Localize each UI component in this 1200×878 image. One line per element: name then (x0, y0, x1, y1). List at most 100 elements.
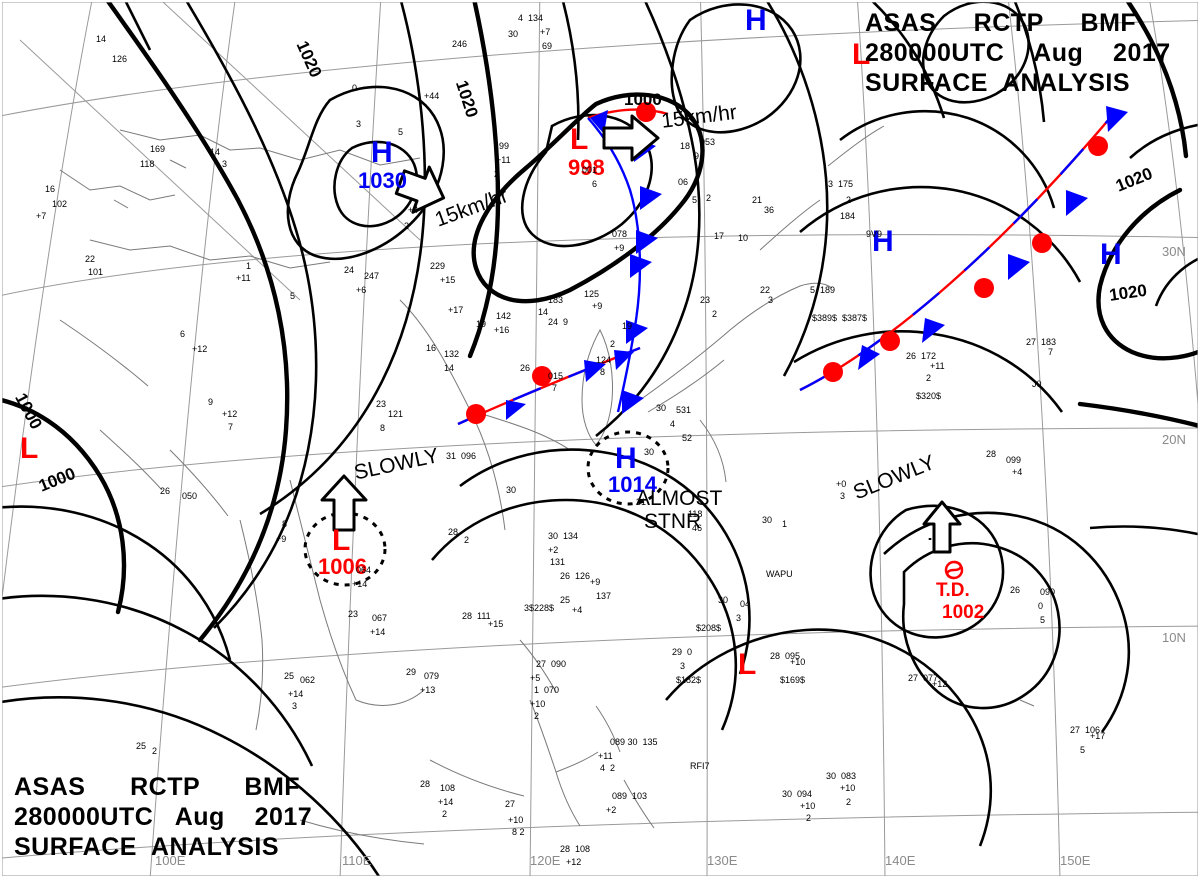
station-observation: 090 (1040, 587, 1056, 597)
station-observation: 7 (228, 422, 234, 432)
station-observation: 125 (584, 289, 600, 299)
station-observation: +15 (488, 619, 504, 629)
station-observation: +15 (440, 275, 456, 285)
station-observation: 3 (292, 701, 298, 711)
station-observation: 102 (52, 199, 68, 209)
low-998-symbol: L (570, 123, 589, 156)
header-title-block: ASAS RCTP BMF 280000UTC Aug 2017 SURFACE… (865, 8, 1171, 98)
high-1030-symbol: H (371, 136, 393, 169)
station-observation: 137 (596, 591, 612, 601)
station-observation: 067 (372, 613, 388, 623)
station-observation: 2 (464, 535, 470, 545)
high-1030-value: 1030 (358, 168, 407, 193)
high-1014-motion-line1: ALMOST (636, 487, 723, 510)
station-observation: +11 (236, 273, 251, 283)
station-observation: 30 094 (782, 789, 813, 799)
station-observation: +9 (614, 243, 625, 253)
station-observation: 8 (600, 367, 606, 377)
station-observation: 28 (448, 527, 459, 537)
station-observation: 2 (846, 195, 852, 205)
station-observation: 078 (612, 229, 628, 239)
cold-front-barbs (858, 106, 1128, 370)
station-observation: 30 (506, 485, 517, 495)
station-observation: 2 (806, 813, 812, 823)
station-observation: 30 (508, 29, 519, 39)
station-observation: 14 (538, 307, 549, 317)
station-observation: 30 (656, 403, 667, 413)
station-observation: 1 070 (534, 685, 560, 695)
station-observation: 2 (846, 797, 852, 807)
station-observation: 9 (694, 151, 700, 161)
footer-title-block: ASAS RCTP BMF 280000UTC Aug 2017 SURFACE… (14, 772, 312, 862)
station-observation: 2 (610, 339, 616, 349)
station-observation: 22 (85, 254, 96, 264)
station-observation: +17 (1090, 731, 1106, 741)
station-observation: 050 (182, 491, 198, 501)
station-observation: 099 (1006, 455, 1022, 465)
station-observation: 089 103 (612, 791, 648, 801)
station-observation: +7 (36, 211, 47, 221)
station-observation: 121 (388, 409, 404, 419)
station-observation: 2 (442, 809, 448, 819)
station-observation: +14 (438, 797, 454, 807)
station-observation: 8 2 (512, 827, 525, 837)
station-observation: 24 (344, 265, 355, 275)
station-observation: 7 (1048, 347, 1054, 357)
station-observation: 7 (552, 383, 558, 393)
station-observation: 2 (494, 169, 500, 179)
station-observation: 21 (752, 195, 763, 205)
station-observation: 9 (208, 397, 214, 407)
station-observation: 3 175 (828, 179, 854, 189)
station-observation: 28 108 (560, 844, 591, 854)
station-observation: 30 083 (826, 771, 857, 781)
station-observation: 14 (96, 34, 107, 44)
station-observation: 19 (622, 321, 633, 331)
station-observation: 0 (1038, 601, 1044, 611)
station-observation: 31 096 (446, 451, 477, 461)
motion-arrow-high-1030 (394, 165, 446, 214)
station-observation: 062 (300, 675, 316, 685)
station-observation: 4 (670, 419, 676, 429)
station-observation: +4 (1012, 467, 1023, 477)
station-observation: 101 (88, 267, 104, 277)
station-observation: +44 (424, 91, 440, 101)
station-observation: 28 (986, 449, 997, 459)
station-observation: 27 077 (908, 673, 939, 683)
lat-tick-20n: 20N (1162, 432, 1186, 447)
station-observation: +11 (930, 361, 945, 371)
station-observation: 10 (738, 233, 749, 243)
station-observation: 25 (560, 595, 571, 605)
station-observation: 19 (476, 319, 487, 329)
station-observation: 001 (582, 165, 598, 175)
station-observation: 015 (548, 371, 564, 381)
station-observation: 124 (596, 355, 612, 365)
station-observation: +10 (508, 815, 524, 825)
station-observation: +12 (566, 857, 582, 867)
lon-tick-140e: 140E (885, 853, 916, 868)
station-observation: 6 (592, 179, 598, 189)
station-observation: +2 (606, 805, 617, 815)
station-observation: $389$ $387$ (812, 313, 868, 323)
station-observation: 183 (548, 295, 564, 305)
station-observation: 46 (692, 523, 703, 533)
high-1014-circle (586, 430, 670, 506)
station-observation: +9 (592, 301, 603, 311)
station-observation: +10 (790, 657, 806, 667)
station-observation: WAPU (766, 569, 793, 579)
lon-tick-130e: 130E (707, 853, 738, 868)
station-observation: 26 172 (906, 351, 937, 361)
station-observation: 184 (840, 211, 856, 221)
station-observation: +6 (356, 285, 367, 295)
low-s-symbol: L (738, 648, 757, 681)
td-label: T.D. (936, 580, 970, 601)
station-observation: 27 090 (536, 659, 567, 669)
high-1014-value: 1014 (608, 472, 657, 497)
station-observation: RFI7 (690, 761, 710, 771)
low-1006-value: 1006 (318, 554, 367, 579)
station-observation: 28 (420, 779, 431, 789)
station-observation: 053 (700, 137, 716, 147)
